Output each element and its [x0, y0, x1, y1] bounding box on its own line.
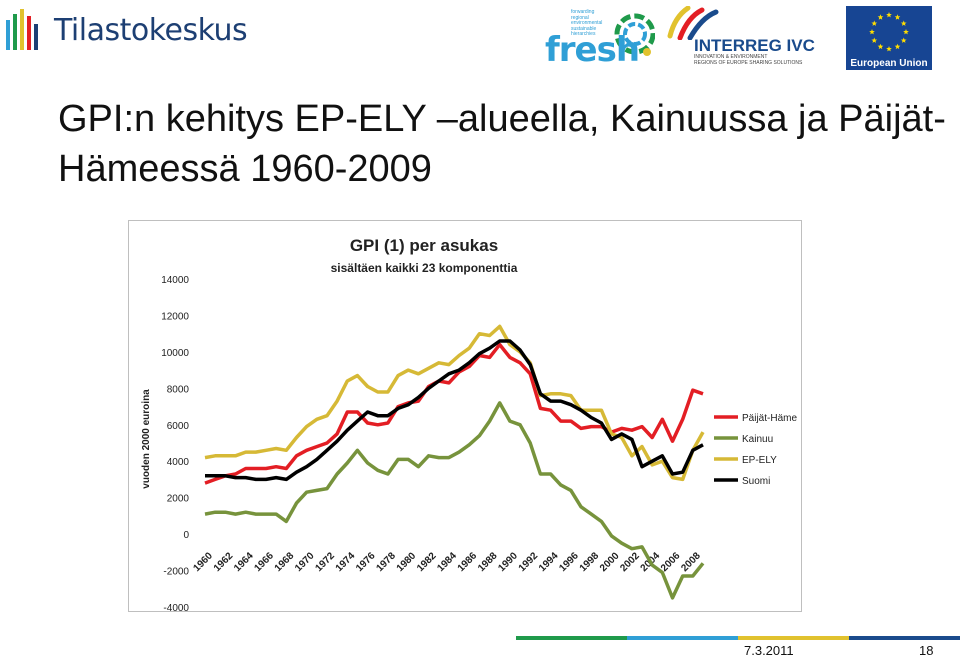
series-line-kainuu	[204, 401, 705, 600]
x-tick-label: 2008	[679, 550, 703, 574]
x-tick-label: 1996	[557, 550, 581, 574]
legend-label: Kainuu	[742, 434, 773, 445]
footer-color-segment	[627, 636, 738, 640]
x-tick-label: 1990	[496, 550, 520, 574]
series-line-p-ij-t-h-me	[204, 342, 704, 485]
eu-star-icon	[871, 37, 878, 43]
legend-label: EP-ELY	[742, 455, 777, 466]
x-tick-label: 1988	[476, 550, 500, 574]
x-tick-label: 1986	[456, 550, 480, 574]
x-tick-label: 1994	[537, 550, 561, 574]
eu-star-icon	[894, 43, 901, 50]
x-tick-label: 1982	[415, 550, 439, 574]
eu-star-icon	[886, 12, 892, 18]
y-tick-label: 6000	[167, 421, 190, 432]
eu-star-icon	[894, 14, 901, 20]
x-tick-label: 1978	[374, 550, 398, 574]
legend-label: Suomi	[742, 476, 770, 487]
series-line-ep-ely	[204, 324, 705, 482]
eu-label: European Union	[850, 58, 928, 69]
eu-stars-icon	[869, 12, 909, 52]
footer-color-segment	[849, 636, 960, 640]
x-tick-label: 1968	[273, 550, 297, 574]
x-tick-label: 1972	[313, 550, 337, 574]
y-tick-label: 12000	[161, 311, 189, 322]
gpi-chart: GPI (1) per asukas sisältäen kaikki 23 k…	[128, 220, 802, 612]
x-tick-label: 1964	[232, 550, 256, 574]
legend-label: Päijät-Häme	[742, 413, 797, 424]
slide-title: GPI:n kehitys EP-ELY –alueella, Kainuuss…	[58, 98, 946, 190]
footer-color-segment	[516, 636, 627, 640]
eu-flag-logo: European Union	[846, 6, 932, 70]
x-tick-label: 2000	[598, 550, 622, 574]
x-tick-label: 1980	[395, 550, 419, 574]
fresh-tagline: forwarding regional environmental sustai…	[571, 9, 603, 37]
x-tick-label: 1992	[517, 550, 541, 574]
eu-star-icon	[886, 46, 892, 52]
interreg-wordmark: INTERREG IVC	[694, 36, 815, 55]
x-tick-label: 1998	[578, 550, 602, 574]
y-tick-label: 4000	[167, 457, 190, 468]
x-tick-label: 2002	[618, 550, 642, 574]
chart-y-axis-label: vuoden 2000 euroina	[141, 389, 152, 489]
eu-star-icon	[900, 37, 907, 43]
fresh-wordmark: fresh	[545, 30, 640, 70]
fresh-logo: forwarding regional environmental sustai…	[545, 8, 655, 70]
footer-date: 7.3.2011	[744, 643, 794, 658]
eu-star-icon	[869, 29, 875, 35]
x-tick-label: 1966	[252, 550, 276, 574]
x-tick-label: 1962	[212, 550, 236, 574]
y-tick-label: 0	[183, 530, 189, 541]
eu-star-icon	[903, 29, 909, 35]
tilastokeskus-wordmark: Tilastokeskus	[54, 12, 248, 48]
eu-star-icon	[877, 14, 884, 20]
tilastokeskus-logo: Tilastokeskus	[4, 6, 248, 54]
y-tick-label: 8000	[167, 384, 190, 395]
fresh-emblem-icon	[614, 13, 655, 56]
x-tick-label: 1974	[334, 550, 358, 574]
series-line-suomi	[205, 339, 704, 482]
eu-star-icon	[871, 20, 878, 26]
x-tick-label: 1970	[293, 550, 317, 574]
tilastokeskus-emblem-icon	[6, 9, 38, 50]
footer-color-segment	[738, 636, 849, 640]
x-tick-label: 1960	[191, 550, 215, 574]
y-tick-label: 2000	[167, 494, 190, 505]
y-tick-label: 10000	[161, 348, 189, 359]
chart-title: GPI (1) per asukas	[350, 236, 498, 255]
x-tick-label: 1976	[354, 550, 378, 574]
footer-page-number: 18	[919, 643, 934, 658]
y-tick-label: 14000	[161, 275, 189, 286]
eu-star-icon	[877, 43, 884, 50]
interreg-swoosh-icon	[667, 6, 719, 40]
chart-canvas: GPI (1) per asukas sisältäen kaikki 23 k…	[141, 236, 797, 611]
interreg-subtitle: INNOVATION & ENVIRONMENT REGIONS OF EURO…	[694, 54, 803, 66]
x-tick-label: 1984	[435, 550, 459, 574]
eu-star-icon	[900, 20, 907, 26]
interreg-logo: INTERREG IVC INNOVATION & ENVIRONMENT RE…	[660, 6, 840, 68]
y-tick-label: -2000	[163, 567, 189, 578]
chart-subtitle: sisältäen kaikki 23 komponenttia	[331, 261, 518, 275]
y-tick-label: -4000	[163, 603, 189, 611]
